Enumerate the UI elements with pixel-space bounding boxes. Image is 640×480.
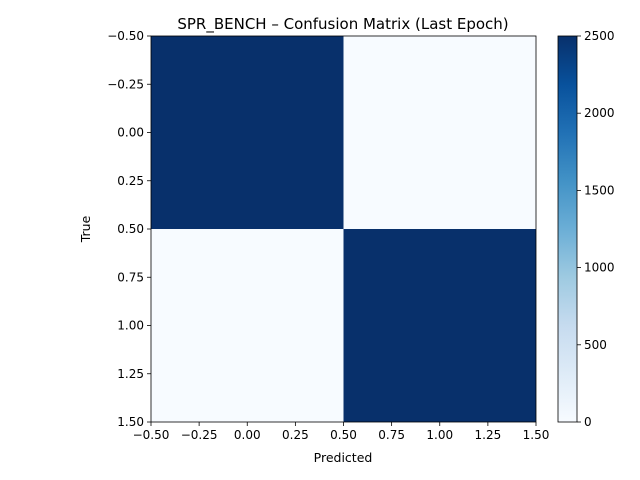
heatmap-cell-1-0 [151, 229, 344, 422]
x-tick-label: 0.75 [378, 428, 405, 442]
y-tick-label: 0.25 [117, 174, 144, 188]
x-tick-label: 0.50 [330, 428, 357, 442]
x-axis-label: Predicted [314, 450, 373, 465]
colorbar-tick-label: 500 [584, 338, 607, 352]
colorbar-tick-label: 2500 [584, 29, 615, 43]
colorbar-ticks: 0 500 1000 1500 2000 2500 [577, 29, 615, 429]
colorbar [558, 36, 577, 422]
x-tick-label: 0.00 [234, 428, 261, 442]
x-tick-label: 1.50 [523, 428, 550, 442]
colorbar-tick-label: 1000 [584, 261, 615, 275]
y-tick-label: 0.75 [117, 270, 144, 284]
y-tick-label: 0.00 [117, 126, 144, 140]
y-tick-label: −0.25 [107, 77, 144, 91]
y-tick-label: 1.50 [117, 415, 144, 429]
heatmap-cells [151, 36, 536, 422]
colorbar-tick-label: 1500 [584, 183, 615, 197]
y-tick-label: 0.50 [117, 222, 144, 236]
y-tick-label: 1.25 [117, 367, 144, 381]
y-tick-label: −0.50 [107, 29, 144, 43]
x-tick-label: 0.25 [282, 428, 309, 442]
colorbar-tick-label: 0 [584, 415, 592, 429]
x-tick-label: −0.25 [181, 428, 218, 442]
colorbar-frame [557, 35, 578, 423]
y-axis-label: True [78, 215, 93, 243]
y-axis-ticks: −0.50 −0.25 0.00 0.25 0.50 0.75 1.00 1.25 1.50 [107, 29, 151, 429]
y-tick-label: 1.00 [117, 319, 144, 333]
chart-title: SPR_BENCH – Confusion Matrix (Last Epoch… [177, 15, 508, 34]
heatmap-cell-0-0 [151, 36, 344, 229]
x-tick-label: 1.25 [475, 428, 502, 442]
x-tick-label: 1.00 [426, 428, 453, 442]
x-axis-ticks: −0.50 −0.25 0.00 0.25 0.50 0.75 1.00 1.25 1.50 [133, 422, 550, 442]
heatmap-cell-1-1 [343, 229, 536, 422]
x-tick-label: −0.50 [133, 428, 170, 442]
heatmap-cell-0-1 [343, 36, 536, 229]
colorbar-tick-label: 2000 [584, 106, 615, 120]
